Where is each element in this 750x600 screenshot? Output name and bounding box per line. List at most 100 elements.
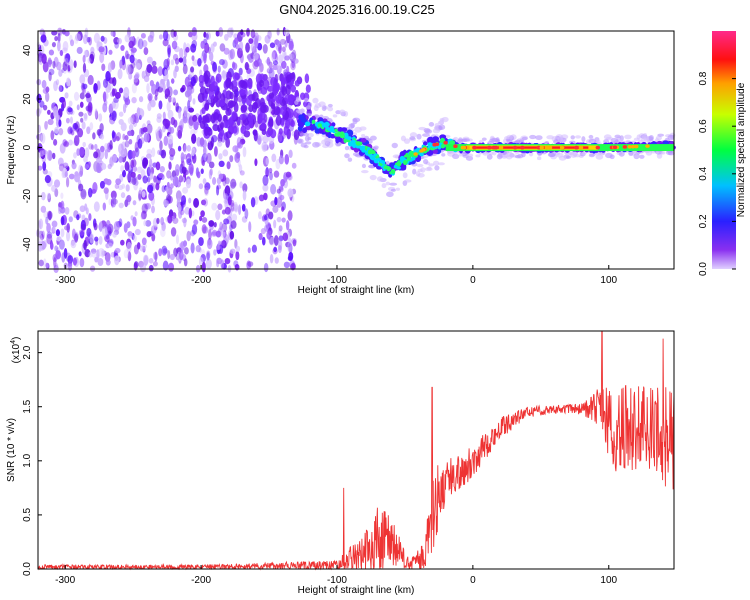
spectrogram-cell (294, 99, 299, 106)
spectrogram-cell (283, 28, 290, 37)
spectrogram-cell (230, 202, 235, 212)
spectrogram-cell (612, 145, 618, 150)
spectrogram-cell (113, 97, 119, 103)
spectrogram-cell (339, 133, 346, 139)
spectrogram-cell (56, 61, 62, 71)
spectrogram-cell (566, 155, 572, 159)
spectrogram-cell (164, 69, 168, 78)
spectrogram-cell (148, 264, 154, 272)
spectrogram-cell (111, 110, 117, 122)
spectrogram-cell (205, 31, 211, 41)
spectrogram-cell (42, 88, 48, 94)
spectrogram-cell (55, 111, 59, 122)
spectrogram-cell (46, 210, 53, 220)
spectrogram-cell (361, 134, 366, 138)
spectrogram-cell (170, 175, 174, 181)
y-tick-label: 0 (22, 144, 33, 150)
spectrogram-cell (120, 192, 126, 199)
spectrogram-cell (409, 132, 418, 138)
spectrogram-cell (229, 248, 236, 254)
spectrogram-cell (178, 175, 184, 183)
y-tick-label: 2.0 (22, 345, 33, 359)
spectrogram-cell (120, 45, 125, 51)
spectrogram-cell (258, 134, 264, 142)
spectrogram-cell (116, 131, 122, 141)
spectrogram-cell (270, 184, 277, 195)
spectrogram-cell (74, 171, 79, 177)
spectrogram-cell (38, 134, 43, 142)
spectrogram-cell (262, 174, 269, 186)
spectrogram-cell (213, 249, 217, 256)
spectrogram-cell (228, 117, 234, 127)
spectrogram-cell (239, 113, 247, 121)
colorbar-label: Normalized spectral amplitude (736, 82, 747, 217)
spectrogram-cell (183, 153, 188, 160)
spectrogram-cell (120, 148, 127, 158)
spectrogram-cell (190, 43, 197, 53)
spectrogram-cell (391, 142, 398, 149)
spectrogram-cell (231, 111, 237, 121)
spectrogram-cell (132, 166, 138, 173)
spectrogram-cell (132, 77, 139, 83)
spectrogram-cell (324, 122, 330, 127)
spectrogram-cell (171, 96, 176, 103)
colorbar-tick-label: 0.8 (698, 71, 709, 85)
spectrogram-cell (278, 239, 283, 251)
spectrogram-cell (280, 106, 286, 116)
spectrogram-cell (238, 204, 242, 216)
spectrogram-cell (239, 181, 243, 189)
spectrogram-cell (244, 208, 249, 219)
spectrogram-cell (411, 156, 416, 161)
spectrogram-cell (120, 122, 127, 132)
spectrogram-cell (123, 86, 130, 98)
spectrogram-cell (46, 149, 53, 161)
spectrogram-cell (242, 190, 247, 201)
spectrogram-cell (403, 160, 408, 166)
y-tick-label: 40 (22, 44, 33, 56)
spectrogram-cell (288, 149, 293, 159)
spectrogram-cell (84, 249, 91, 258)
spectrogram-cell (133, 261, 139, 269)
spectrogram-cell (369, 174, 377, 181)
spectrogram-cell (142, 126, 148, 133)
spectrogram-cell (209, 51, 214, 62)
snr-series-line (37, 330, 675, 571)
spectrogram-cell (143, 132, 150, 143)
spectrogram-cell (102, 78, 109, 88)
spectrogram-cell (64, 57, 69, 65)
spectrogram-cell (80, 188, 87, 200)
spectrogram-cell (281, 217, 286, 223)
spectrogram-cell (46, 233, 53, 245)
spectrogram-cell (219, 99, 226, 107)
spectrogram-cell (409, 136, 416, 141)
spectrogram-cell (128, 138, 133, 145)
spectrogram-cell (46, 109, 51, 115)
spectrogram-cell (82, 34, 88, 45)
spectrogram-cell (201, 261, 206, 273)
spectrogram-cell (574, 145, 579, 150)
spectrogram-cell (369, 135, 377, 141)
spectrogram-cell (262, 43, 268, 54)
spectrogram-cell (278, 128, 283, 135)
spectrogram-cell (102, 102, 108, 113)
spectrogram-cell (535, 135, 543, 141)
spectrogram-cell (216, 257, 223, 265)
spectrogram-cell (97, 257, 104, 267)
spectrogram-cell (201, 159, 206, 167)
x-tick-label: -100 (327, 275, 347, 286)
spectrogram-cell (274, 257, 279, 264)
spectrogram-cell (147, 93, 153, 102)
spectrogram-cell (79, 257, 85, 268)
spectrogram-cell (94, 236, 99, 242)
spectrogram-cell (399, 166, 407, 171)
y-tick-label: -20 (22, 188, 33, 203)
spectrogram-cell (182, 64, 188, 75)
spectrogram-cell (270, 103, 276, 110)
spectrogram-cell (50, 130, 55, 141)
spectrogram-cell (140, 32, 146, 39)
spectrogram-cell (143, 220, 147, 227)
spectrogram-cell (91, 251, 98, 258)
spectrogram-cell (204, 76, 211, 88)
spectrogram-cell (327, 103, 333, 108)
